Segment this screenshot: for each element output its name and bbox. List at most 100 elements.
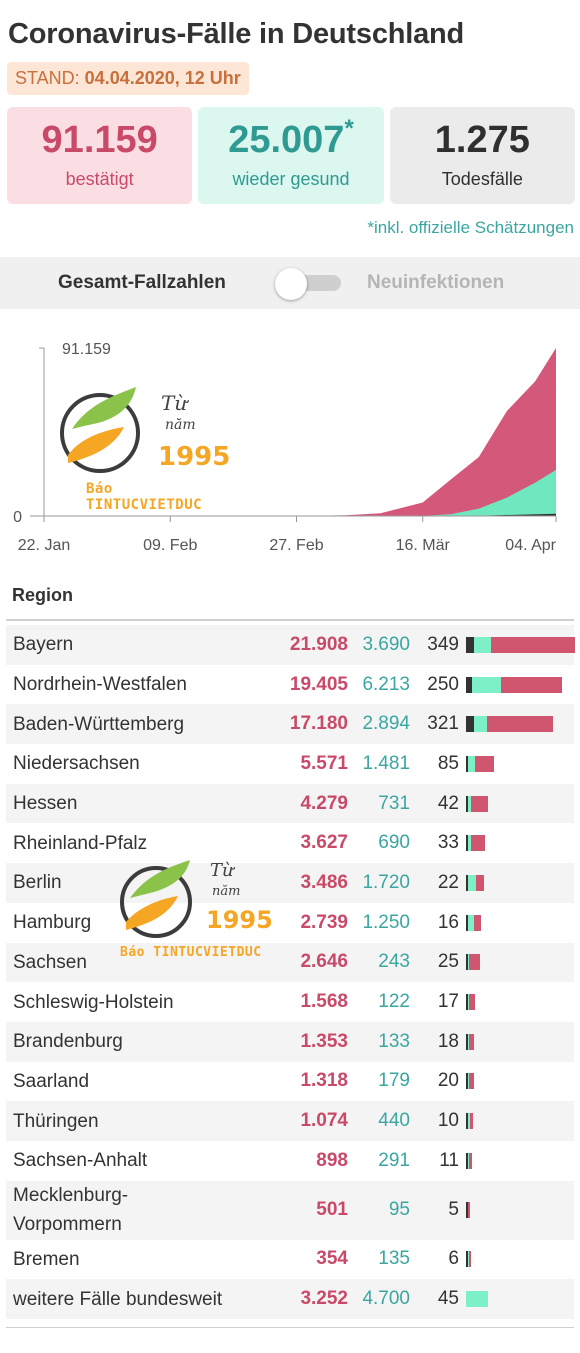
case-bar — [466, 874, 485, 891]
confirmed-count: 1.568 — [300, 991, 348, 1013]
recovered-count: 243 — [378, 951, 410, 973]
table-row[interactable]: Rheinland-Pfalz 3.627 690 33 — [6, 823, 574, 863]
recovered-bar-segment — [468, 835, 472, 852]
confirmed-count: 5.571 — [300, 752, 348, 774]
deaths-bar-segment — [466, 716, 474, 733]
table-row[interactable]: weitere Fälle bundesweit 3.252 4.700 45 — [6, 1279, 574, 1319]
table-row[interactable]: Hamburg 2.739 1.250 16 — [6, 903, 574, 943]
y-tick-label: 91.159 — [62, 341, 111, 358]
deaths-count: 33 — [437, 832, 459, 854]
recovered-count: 690 — [378, 832, 410, 854]
region-name: Mecklenburg- Vorpommern — [13, 1181, 128, 1239]
deaths-count: 1.275 — [434, 119, 530, 161]
table-row[interactable]: Sachsen-Anhalt 898 291 11 — [6, 1141, 574, 1181]
x-tick-label: 22. Jan — [18, 537, 70, 554]
case-bar — [466, 1113, 473, 1130]
recovered-bar-segment — [468, 994, 469, 1011]
watermark-tu: Từ — [161, 391, 188, 415]
confirmed-count: 21.908 — [289, 633, 348, 655]
table-row[interactable]: Nordrhein-Westfalen 19.405 6.213 250 — [6, 665, 574, 705]
table-row[interactable]: Schleswig-Holstein 1.568 122 17 — [6, 982, 574, 1022]
toggle-label-total[interactable]: Gesamt-Fallzahlen — [58, 272, 226, 293]
recovered-count: 731 — [378, 792, 410, 814]
recovered-bar-segment — [468, 1073, 469, 1090]
confirmed-bar-segment — [491, 636, 576, 653]
region-name: Schleswig-Holstein — [13, 991, 174, 1013]
recovered-bar-segment — [468, 1033, 469, 1050]
deaths-bar-segment — [466, 994, 468, 1011]
region-name: Rheinland-Pfalz — [13, 832, 148, 854]
page-title: Coronavirus-Fälle in Deutschland — [8, 18, 465, 50]
recovered-count: 179 — [378, 1070, 410, 1092]
toggle-knob[interactable] — [275, 268, 307, 300]
header-divider — [6, 619, 574, 621]
deaths-count: 10 — [437, 1110, 459, 1132]
confirmed-bar-segment — [468, 1251, 471, 1268]
deaths-bar-segment — [466, 954, 468, 971]
recovered-count: 1.720 — [362, 871, 410, 893]
region-name: Bayern — [13, 634, 74, 656]
confirmed-bar-segment — [468, 994, 476, 1011]
confirmed-count: 19.405 — [289, 673, 348, 695]
table-row[interactable]: Bayern 21.908 3.690 349 — [6, 625, 576, 665]
table-row[interactable]: Bremen 354 135 6 — [6, 1240, 574, 1280]
region-name: Berlin — [13, 872, 62, 894]
recovered-count: 2.894 — [362, 713, 410, 735]
region-name: Saarland — [13, 1070, 90, 1092]
table-row[interactable]: Baden-Württemberg 17.180 2.894 321 — [6, 704, 574, 745]
region-name-line: Vorpommern — [13, 1214, 122, 1236]
region-name: Hessen — [13, 793, 78, 815]
case-bar — [466, 1033, 475, 1050]
case-bar — [466, 636, 576, 653]
deaths-bar-segment — [466, 755, 468, 772]
table-row[interactable]: Brandenburg 1.353 133 18 — [6, 1021, 574, 1062]
table-row[interactable]: Sachsen 2.646 243 25 — [6, 942, 574, 983]
deaths-card: 1.275 Todesfälle — [389, 107, 575, 204]
table-row[interactable]: Thüringen 1.074 440 10 — [6, 1101, 574, 1141]
confirmed-bar-segment — [476, 874, 485, 891]
deaths-bar-segment — [466, 676, 472, 693]
confirmed-bar-segment — [475, 755, 494, 772]
confirmed-count: 2.646 — [300, 951, 348, 973]
watermark-name: Báo TINTUCVIETDUC — [86, 481, 203, 513]
footnote: *inkl. offizielle Schätzungen — [367, 218, 574, 237]
region-name: weitere Fälle bundesweit — [13, 1288, 223, 1310]
region-name: Nordrhein-Westfalen — [13, 674, 187, 696]
watermark-tu: Từ — [210, 860, 234, 881]
deaths-count: 42 — [437, 792, 459, 814]
case-bar — [466, 914, 481, 931]
recovered-count: 4.700 — [362, 1288, 410, 1310]
table-bottom-divider — [6, 1327, 574, 1328]
table-row[interactable]: Berlin 3.486 1.720 22 — [6, 863, 574, 903]
table-row[interactable]: Saarland 1.318 179 20 — [6, 1062, 574, 1102]
deaths-count: 321 — [427, 713, 459, 735]
deaths-bar-segment — [466, 1251, 468, 1268]
deaths-bar-segment — [466, 874, 468, 891]
case-bar — [466, 835, 485, 852]
confirmed-bar-segment — [469, 1152, 473, 1169]
recovered-count: 133 — [378, 1030, 410, 1052]
recovered-bar-segment — [468, 1152, 470, 1169]
deaths-count: 6 — [448, 1248, 459, 1270]
confirmed-count: 17.180 — [289, 713, 348, 735]
recovered-bar-segment — [468, 954, 470, 971]
case-bar — [466, 1152, 473, 1169]
recovered-count: 291 — [378, 1149, 410, 1171]
region-table: Bayern 21.908 3.690 349 Nordrhein-Westfalen 1… — [6, 625, 576, 1319]
table-row[interactable]: Mecklenburg- Vorpommern 501 95 5 — [6, 1180, 574, 1240]
recovered-count: 3.690 — [362, 633, 410, 655]
table-row[interactable]: Niedersachsen 5.571 1.481 85 — [6, 744, 574, 784]
region-name: Sachsen — [13, 951, 87, 973]
toggle-label-new-infections[interactable]: Neuinfektionen — [367, 272, 505, 293]
date-badge: STAND: 04.04.2020, 12 Uhr — [7, 62, 249, 95]
table-row[interactable]: Hessen 4.279 731 42 — [6, 783, 574, 824]
region-column-header[interactable]: Region — [12, 585, 73, 605]
recovered-bar-segment — [471, 676, 502, 693]
recovered-count: 122 — [378, 991, 410, 1013]
deaths-bar-segment — [466, 1033, 468, 1050]
watermark-year: 1995 — [206, 906, 273, 934]
view-toggle-switch[interactable] — [275, 268, 341, 300]
deaths-bar-segment — [466, 1113, 468, 1130]
confirmed-count: 354 — [316, 1248, 348, 1270]
x-tick-label: 04. Apr — [505, 537, 556, 554]
